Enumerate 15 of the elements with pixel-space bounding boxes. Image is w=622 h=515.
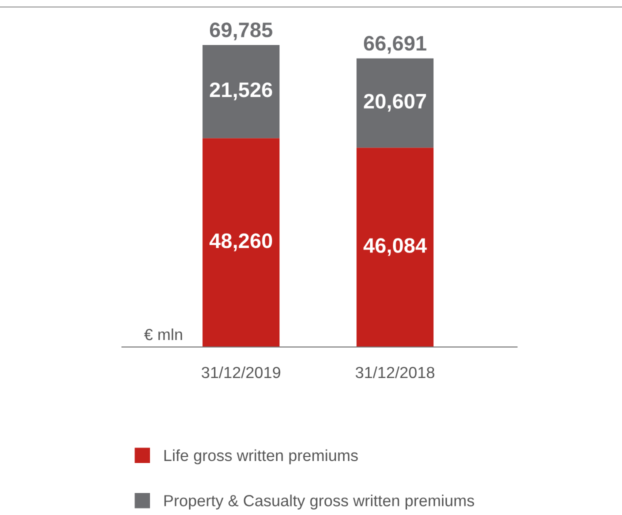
legend-label: Property & Casualty gross written premiums <box>164 494 474 510</box>
data-label: 48,260 <box>210 233 272 252</box>
bar <box>202 138 280 347</box>
data-label: 46,084 <box>363 238 427 256</box>
data-label: 21,526 <box>210 82 272 100</box>
x-tick-label: 31/12/2019 <box>202 366 280 378</box>
bar <box>356 148 434 347</box>
bar <box>202 45 280 138</box>
annotation: € mln <box>144 328 182 340</box>
legend-label: Life gross written premiums <box>164 449 358 464</box>
x-tick-label: 31/12/2018 <box>356 366 434 378</box>
data-label: 20,607 <box>364 94 426 112</box>
total-label: 66,691 <box>364 36 426 54</box>
total-label: 69,785 <box>210 22 272 40</box>
bar <box>356 58 434 148</box>
